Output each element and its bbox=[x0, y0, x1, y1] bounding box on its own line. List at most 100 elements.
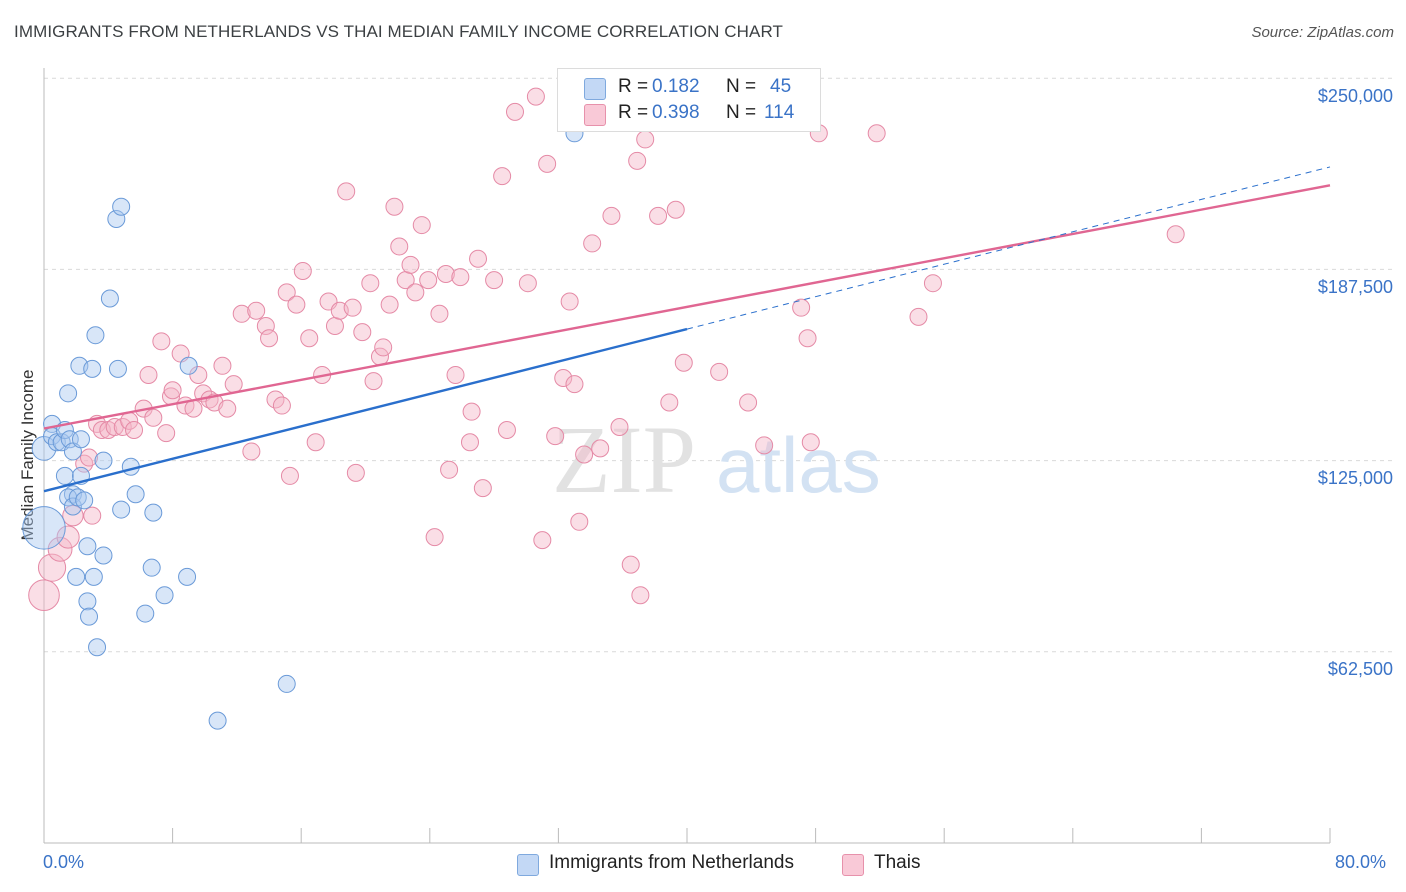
netherlands-point-39 bbox=[155, 586, 174, 605]
netherlands-trend-line bbox=[43, 327, 688, 493]
thais-point-52 bbox=[353, 323, 372, 342]
netherlands-point-8 bbox=[59, 384, 78, 403]
thais-point-79 bbox=[518, 274, 537, 293]
thais-point-85 bbox=[560, 292, 579, 311]
thais-point-104 bbox=[792, 298, 811, 317]
thais-point-86 bbox=[565, 375, 584, 394]
legend-swatch-pink bbox=[842, 854, 864, 876]
watermark-atlas: atlas bbox=[716, 421, 881, 509]
watermark-zip: ZIP bbox=[552, 406, 696, 513]
thais-point-7 bbox=[83, 506, 102, 525]
netherlands-trend-extension bbox=[686, 166, 1331, 330]
netherlands-point-27 bbox=[94, 451, 113, 470]
netherlands-point-13 bbox=[63, 497, 82, 516]
netherlands-point-42 bbox=[208, 711, 227, 730]
thais-point-69 bbox=[446, 365, 465, 384]
thais-point-105 bbox=[798, 329, 817, 348]
thais-point-70 bbox=[451, 268, 470, 287]
thais-point-49 bbox=[337, 182, 356, 201]
thais-point-80 bbox=[526, 87, 545, 106]
thais-point-73 bbox=[469, 249, 488, 268]
r-label: R = bbox=[618, 102, 649, 123]
thais-point-29 bbox=[213, 356, 232, 375]
netherlands-point-21 bbox=[78, 537, 97, 556]
thais-point-89 bbox=[583, 234, 602, 253]
chart-title: IMMIGRANTS FROM NETHERLANDS VS THAI MEDI… bbox=[14, 22, 784, 41]
thais-point-83 bbox=[546, 427, 565, 446]
legend-swatch-blue bbox=[584, 78, 606, 100]
thais-point-102 bbox=[739, 393, 758, 412]
thais-point-61 bbox=[401, 255, 420, 274]
netherlands-point-37 bbox=[142, 558, 161, 577]
thais-point-65 bbox=[425, 528, 444, 547]
thais-point-31 bbox=[224, 375, 243, 394]
thais-point-21 bbox=[163, 381, 182, 400]
thais-point-76 bbox=[493, 167, 512, 186]
source-note: Source: ZipAtlas.com bbox=[1251, 24, 1394, 41]
legend-label-netherlands: Immigrants from Netherlands bbox=[549, 852, 794, 873]
thais-point-101 bbox=[710, 362, 729, 381]
netherlands-point-19 bbox=[75, 491, 94, 510]
thais-point-72 bbox=[462, 402, 481, 421]
netherlands-point-7 bbox=[55, 466, 74, 485]
thais-point-110 bbox=[923, 274, 942, 293]
netherlands-point-32 bbox=[112, 197, 131, 216]
thais-point-32 bbox=[232, 304, 251, 323]
thais-point-62 bbox=[406, 283, 425, 302]
netherlands-point-31 bbox=[108, 359, 127, 378]
thais-point-68 bbox=[440, 460, 459, 479]
thais-point-108 bbox=[867, 124, 886, 143]
thais-point-56 bbox=[374, 338, 393, 357]
netherlands-point-38 bbox=[144, 503, 163, 522]
r-value: 0.182 bbox=[652, 76, 700, 97]
thais-point-41 bbox=[287, 295, 306, 314]
thais-point-99 bbox=[666, 200, 685, 219]
thais-point-96 bbox=[636, 130, 655, 149]
netherlands-point-26 bbox=[88, 638, 107, 657]
thais-point-78 bbox=[505, 102, 524, 121]
netherlands-point-41 bbox=[179, 356, 198, 375]
n-label: N = bbox=[726, 76, 757, 97]
thais-point-103 bbox=[755, 436, 774, 455]
netherlands-point-43 bbox=[277, 674, 296, 693]
thais-points bbox=[28, 87, 1185, 612]
thais-point-92 bbox=[610, 417, 629, 436]
thais-point-25 bbox=[189, 365, 208, 384]
thais-point-59 bbox=[390, 237, 409, 256]
thais-point-17 bbox=[144, 408, 163, 427]
thais-point-38 bbox=[272, 396, 291, 415]
netherlands-point-25 bbox=[86, 326, 105, 345]
thais-trend-line bbox=[43, 184, 1331, 430]
thais-point-33 bbox=[242, 442, 261, 461]
netherlands-point-0 bbox=[22, 506, 66, 550]
thais-point-24 bbox=[184, 399, 203, 418]
netherlands-point-14 bbox=[67, 567, 86, 586]
thais-point-97 bbox=[649, 206, 668, 225]
thais-point-53 bbox=[361, 274, 380, 293]
thais-point-36 bbox=[260, 329, 279, 348]
thais-point-74 bbox=[473, 479, 492, 498]
thais-point-6 bbox=[80, 448, 99, 467]
thais-point-109 bbox=[909, 307, 928, 326]
thais-point-34 bbox=[247, 301, 266, 320]
axes bbox=[43, 68, 1331, 844]
netherlands-points bbox=[22, 124, 584, 730]
thais-point-0 bbox=[28, 579, 60, 612]
n-value: 114 bbox=[764, 102, 795, 123]
netherlands-point-11 bbox=[63, 485, 82, 504]
thais-point-43 bbox=[300, 329, 319, 348]
thais-point-66 bbox=[430, 304, 449, 323]
thais-point-58 bbox=[385, 197, 404, 216]
netherlands-point-33 bbox=[112, 500, 131, 519]
thais-point-16 bbox=[139, 365, 158, 384]
thais-point-100 bbox=[674, 353, 693, 372]
thais-point-98 bbox=[660, 393, 679, 412]
y-tick-250000: $250,000 bbox=[1317, 86, 1393, 106]
thais-point-19 bbox=[157, 424, 176, 443]
thais-point-64 bbox=[419, 271, 438, 290]
y-tick-125000: $125,000 bbox=[1317, 468, 1393, 488]
thais-point-93 bbox=[621, 555, 640, 574]
thais-point-40 bbox=[280, 466, 299, 485]
thais-point-18 bbox=[152, 332, 171, 351]
